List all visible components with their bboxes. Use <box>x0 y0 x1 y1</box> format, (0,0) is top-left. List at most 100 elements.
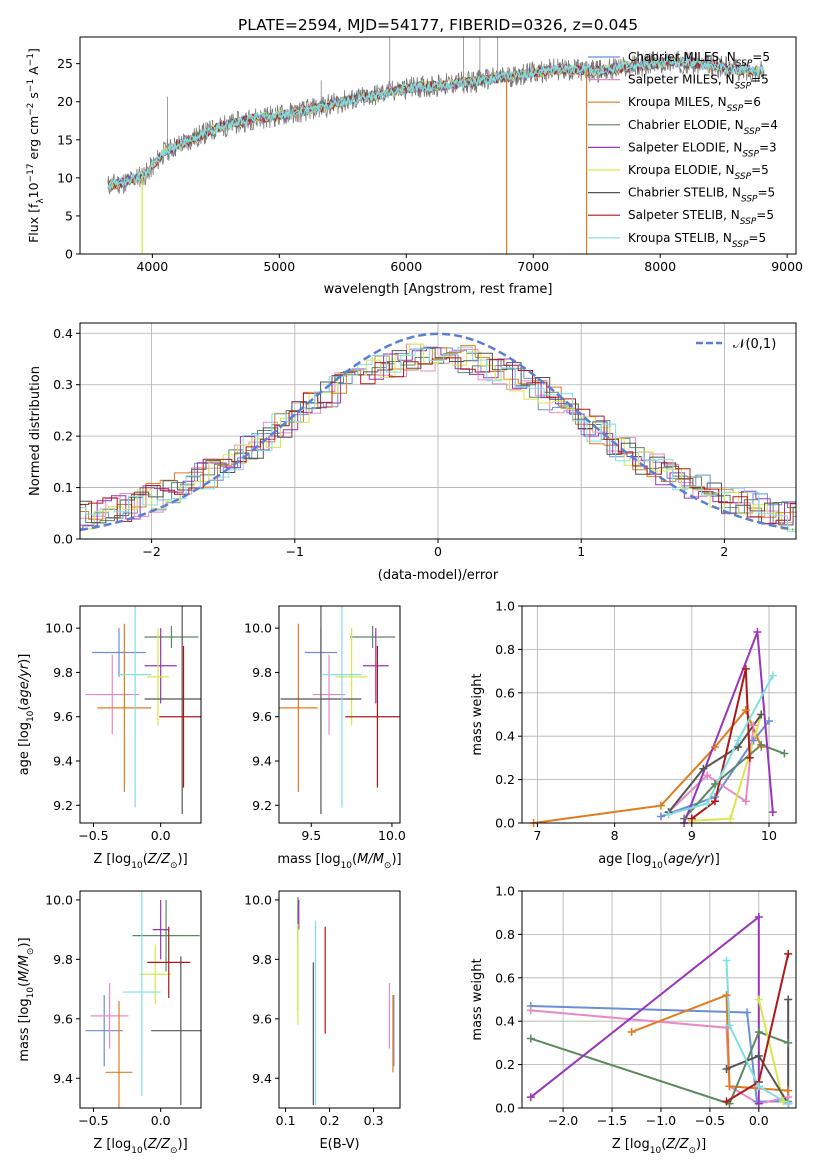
weight-point-marker <box>722 1097 731 1106</box>
weight-series-line <box>668 674 774 816</box>
weight-vs-age-x-label: age [log10(age/yr)] <box>598 852 720 871</box>
y-tick-label: 9.4 <box>252 754 272 769</box>
weight-series-line <box>683 631 774 823</box>
age_vs_Z-plot-area <box>85 606 201 815</box>
y-tick-label: 0.0 <box>495 816 515 831</box>
x-tick-label: −1.0 <box>646 1113 676 1128</box>
weight-point-marker <box>526 1093 535 1102</box>
weight-point-marker <box>753 628 762 637</box>
x-tick-label: 1 <box>577 544 585 559</box>
weight-point-marker <box>754 913 763 922</box>
y-tick-label: 0.2 <box>53 429 73 444</box>
x-tick-label: 0.1 <box>276 1113 296 1128</box>
weight-point-marker <box>784 1038 793 1047</box>
weight-point-marker <box>768 808 777 817</box>
mass-vs-z-y-label: mass [log10(M/M⊙)] <box>17 937 36 1061</box>
mass_vs_ebv-frame <box>278 890 401 1109</box>
x-tick-label: 5000 <box>263 259 295 274</box>
y-tick-label: 9.4 <box>53 754 73 769</box>
residual-histogram <box>80 347 796 526</box>
y-tick-label: 0.2 <box>495 772 515 787</box>
weight-point-marker <box>743 1008 752 1017</box>
y-tick-label: 9.6 <box>53 709 73 724</box>
y-tick-label: 10.0 <box>244 621 272 636</box>
weight-series-line <box>530 1030 789 1105</box>
x-tick-label: 0.2 <box>320 1113 340 1128</box>
residual-histogram <box>80 353 796 524</box>
weight-point-marker <box>710 779 719 788</box>
x-tick-label: 0.0 <box>749 1113 769 1128</box>
y-tick-label: 0.4 <box>53 326 73 341</box>
legend-label: Salpeter STELIB, NSSP=5 <box>628 208 774 227</box>
legend-label: Chabrier ELODIE, NSSP=4 <box>628 118 778 137</box>
weight-point-marker <box>722 1064 731 1073</box>
x-tick-label: 7 <box>533 828 541 843</box>
weight-point-marker <box>780 749 789 758</box>
weight-point-marker <box>526 1006 535 1015</box>
x-tick-label: −1.5 <box>597 1113 627 1128</box>
spectrum-plot-area <box>107 37 765 254</box>
y-tick-label: 9.4 <box>53 1071 73 1086</box>
weight-series-line <box>533 708 763 823</box>
weight_vs_Z-frame <box>521 890 797 1109</box>
weight-point-marker <box>757 710 766 719</box>
weight-point-marker <box>757 740 766 749</box>
residual-histogram <box>80 357 796 525</box>
legend-label: Kroupa MILES, NSSP=6 <box>628 95 761 114</box>
residual-histogram <box>80 345 796 520</box>
weight-point-marker <box>784 995 793 1004</box>
y-tick-label: 0.3 <box>53 377 73 392</box>
figure-title: PLATE=2594, MJD=54177, FIBERID=0326, z=0… <box>238 16 638 34</box>
weight-point-marker <box>725 1082 734 1091</box>
age_vs_Z-frame <box>79 605 202 824</box>
y-tick-label: 9.6 <box>252 709 272 724</box>
residual-y-label: Normed distribution <box>28 366 43 496</box>
weight-vs-z-y-label: mass weight <box>470 958 485 1040</box>
weight-point-marker <box>656 812 665 821</box>
weight-series-line <box>683 743 785 820</box>
x-tick-label: −1 <box>286 544 304 559</box>
residual-histogram <box>80 343 796 530</box>
residual-histogram <box>80 347 796 530</box>
y-tick-label: 1.0 <box>495 884 515 899</box>
x-tick-label: 4000 <box>136 259 168 274</box>
residual-histogram <box>80 346 796 532</box>
gaussian-curve <box>80 332 794 532</box>
residual-plot-area <box>80 332 796 539</box>
y-tick-label: 10.0 <box>244 892 272 907</box>
weight-point-marker <box>656 801 665 810</box>
weight-point-marker <box>754 995 763 1004</box>
weight-point-marker <box>703 799 712 808</box>
y-tick-label: 0.8 <box>495 927 515 942</box>
y-tick-label: 1.0 <box>495 599 515 614</box>
weight_vs_Z-plot-area <box>530 914 790 1108</box>
y-tick-label: 0.1 <box>53 480 73 495</box>
y-tick-label: 9.8 <box>252 952 272 967</box>
y-tick-label: 0.6 <box>495 685 515 700</box>
weight-series-line <box>726 999 790 1108</box>
weight-series-line <box>667 725 755 813</box>
weight-point-marker <box>784 949 793 958</box>
weight-point-marker <box>526 1034 535 1043</box>
weight_vs_age-plot-area <box>533 631 785 823</box>
weight-series-line <box>757 999 785 1102</box>
age-vs-z-x-label: Z [log10(Z/Z⊙)] <box>93 852 187 871</box>
x-tick-label: 10.0 <box>378 828 406 843</box>
y-tick-label: 9.8 <box>53 952 73 967</box>
y-tick-label: 0 <box>65 247 73 262</box>
y-tick-label: 9.4 <box>252 1071 272 1086</box>
y-tick-label: 20 <box>57 94 73 109</box>
x-tick-label: −0.5 <box>695 1113 725 1128</box>
weight-point-marker <box>784 1099 793 1108</box>
x-tick-label: 0.3 <box>364 1113 384 1128</box>
weight-series-line <box>691 668 751 820</box>
weight-point-marker <box>741 664 750 673</box>
weight-point-marker <box>699 764 708 773</box>
weight-point-marker <box>710 743 719 752</box>
weight-point-marker <box>754 1028 763 1037</box>
legend-label: Kroupa ELODIE, NSSP=5 <box>628 163 769 182</box>
y-tick-label: 5 <box>65 208 73 223</box>
weight_vs_age-frame <box>521 605 797 824</box>
legend-label: 𝒩(0,1) <box>733 337 776 352</box>
